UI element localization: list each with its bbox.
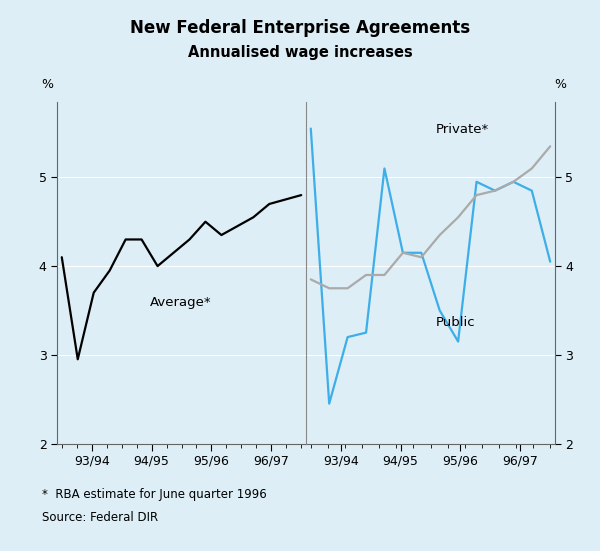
Text: %: % — [41, 78, 53, 91]
Text: Private*: Private* — [435, 123, 488, 136]
Text: Source: Federal DIR: Source: Federal DIR — [42, 511, 158, 525]
Text: Annualised wage increases: Annualised wage increases — [188, 45, 412, 60]
Text: Public: Public — [435, 316, 475, 328]
Text: %: % — [554, 78, 566, 91]
Text: Average*: Average* — [151, 296, 212, 309]
Text: *  RBA estimate for June quarter 1996: * RBA estimate for June quarter 1996 — [42, 488, 267, 501]
Text: New Federal Enterprise Agreements: New Federal Enterprise Agreements — [130, 19, 470, 37]
